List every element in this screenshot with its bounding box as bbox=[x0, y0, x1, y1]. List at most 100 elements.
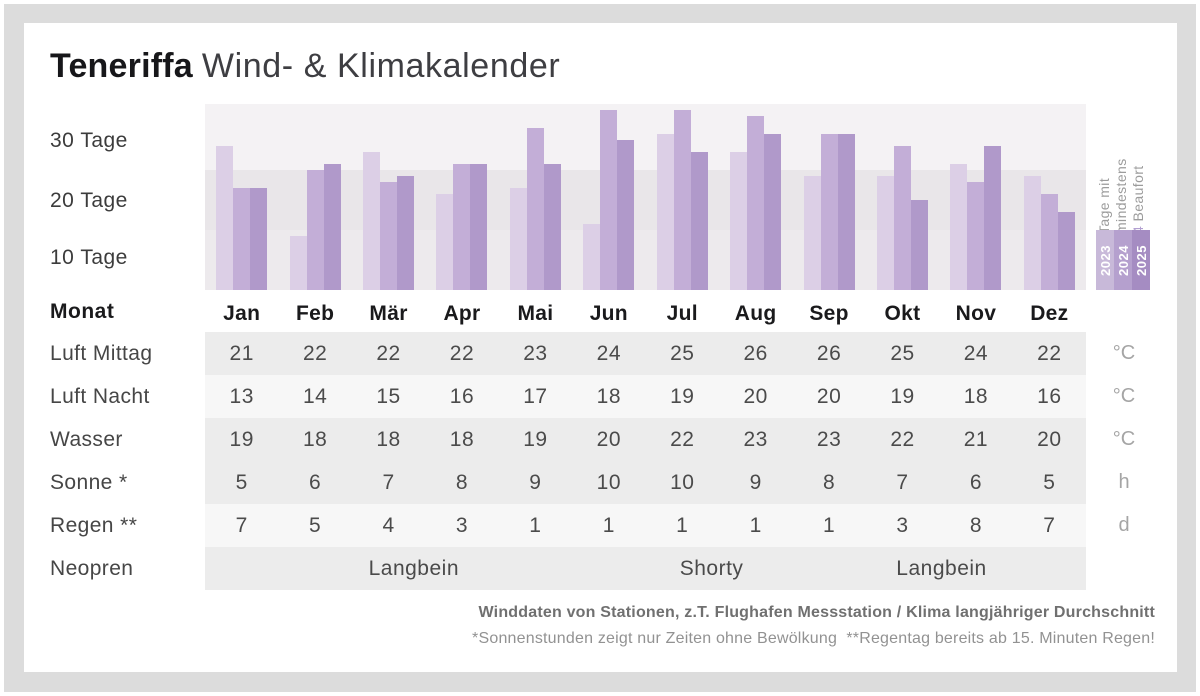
bar-group-jun bbox=[572, 110, 645, 290]
month-header-mai: Mai bbox=[517, 302, 554, 325]
month-header-dez: Dez bbox=[1030, 302, 1069, 325]
chart-band-20-30 bbox=[205, 104, 1086, 170]
chart-legend: 2023 2024 2025 bbox=[1096, 230, 1150, 290]
bar-2024-aug bbox=[747, 116, 765, 290]
row-label: Luft Nacht bbox=[50, 384, 150, 408]
month-header-feb: Feb bbox=[296, 302, 335, 325]
y-tick-30: 30 Tage bbox=[50, 129, 128, 152]
bar-2023-sep bbox=[803, 176, 821, 290]
bar-2023-mai bbox=[509, 188, 527, 290]
bar-2023-okt bbox=[877, 176, 894, 290]
cell-jan: 7 bbox=[235, 513, 248, 537]
y-axis-title-line: Tage mit bbox=[1096, 177, 1112, 234]
month-header-mär: Mär bbox=[369, 302, 408, 325]
bar-group-mär bbox=[352, 152, 425, 290]
cell-dez: 20 bbox=[1037, 427, 1062, 451]
month-header-apr: Apr bbox=[443, 302, 481, 325]
row-label: Sonne * bbox=[50, 470, 128, 494]
row-unit: h bbox=[1118, 471, 1130, 493]
bar-2025-jun bbox=[617, 140, 635, 290]
cell-feb: 22 bbox=[302, 341, 328, 365]
cell-jan: 21 bbox=[229, 341, 254, 365]
bar-2024-okt bbox=[894, 146, 911, 290]
bar-2025-jul bbox=[690, 152, 708, 290]
cell-okt: 7 bbox=[896, 470, 909, 494]
cell-mär: 4 bbox=[382, 513, 395, 537]
row-label: Luft Mittag bbox=[50, 341, 153, 365]
cell-nov: 18 bbox=[963, 384, 989, 408]
legend-swatch-2023: 2023 bbox=[1096, 230, 1114, 290]
cell-jun: 1 bbox=[602, 513, 615, 537]
bar-2023-jan bbox=[216, 146, 234, 290]
cell-nov: 24 bbox=[963, 341, 989, 365]
bar-2024-apr bbox=[453, 164, 471, 290]
cell-nov: 6 bbox=[969, 470, 983, 494]
bar-2024-nov bbox=[967, 182, 985, 290]
page-title: Teneriffa Wind- & Klimakalender bbox=[50, 46, 560, 86]
cell-sep: 26 bbox=[816, 341, 842, 365]
cell-apr: 18 bbox=[449, 427, 475, 451]
month-header-nov: Nov bbox=[955, 302, 997, 325]
cell-feb: 18 bbox=[302, 427, 328, 451]
cell-nov: 8 bbox=[969, 513, 983, 537]
cell-jan: 19 bbox=[229, 427, 254, 451]
y-tick-10: 10 Tage bbox=[50, 246, 128, 269]
month-header-jan: Jan bbox=[223, 302, 261, 325]
cell-apr: 8 bbox=[455, 470, 469, 494]
row-label: Neopren bbox=[50, 556, 134, 580]
row-unit: °C bbox=[1112, 428, 1136, 450]
month-header-label: Monat bbox=[50, 300, 115, 323]
cell-aug: 9 bbox=[749, 470, 762, 494]
cell-jun: 24 bbox=[596, 341, 621, 365]
bar-group-okt bbox=[866, 146, 939, 290]
cell-dez: 5 bbox=[1043, 470, 1056, 494]
bar-2023-nov bbox=[950, 164, 968, 290]
bar-2024-mai bbox=[526, 128, 544, 290]
cell-okt: 25 bbox=[890, 341, 915, 365]
footer-source-line: Winddaten von Stationen, z.T. Flughafen … bbox=[478, 604, 1155, 621]
table-row-sonne-: 5 6 7 8 9 10 10 9 8 7 6 5 bbox=[205, 461, 1086, 504]
bar-2024-jan bbox=[233, 188, 251, 290]
bar-group-feb bbox=[278, 164, 351, 290]
cell-mai: 17 bbox=[523, 384, 548, 408]
cell-okt: 22 bbox=[890, 427, 915, 451]
cell-mai: 9 bbox=[529, 470, 542, 494]
cell-jul: 19 bbox=[670, 384, 695, 408]
cell-dez: 7 bbox=[1043, 513, 1056, 537]
bar-2025-dez bbox=[1057, 212, 1075, 290]
cell-jan: 5 bbox=[235, 470, 248, 494]
legend-label-2025: 2025 bbox=[1133, 244, 1149, 276]
cell-feb: 14 bbox=[302, 384, 328, 408]
legend-swatch-2025: 2025 bbox=[1132, 230, 1150, 290]
bar-2025-feb bbox=[323, 164, 341, 290]
cell-apr: 16 bbox=[449, 384, 475, 408]
month-header-jul: Jul bbox=[666, 302, 698, 325]
neopren-segment-shorty: Shorty bbox=[679, 556, 744, 580]
chart-band-10-20 bbox=[205, 170, 1086, 230]
cell-feb: 6 bbox=[309, 470, 322, 494]
bar-2025-apr bbox=[470, 164, 488, 290]
bar-2025-sep bbox=[837, 134, 855, 290]
cell-jun: 20 bbox=[596, 427, 621, 451]
table-row-luft-mittag: 21 22 22 22 23 24 25 26 26 25 24 22 bbox=[205, 332, 1086, 375]
bar-2023-dez bbox=[1023, 176, 1041, 290]
bar-group-aug bbox=[719, 116, 792, 290]
cell-sep: 8 bbox=[822, 470, 836, 494]
bar-2024-dez bbox=[1040, 194, 1058, 290]
table-row-regen-: 7 5 4 3 1 1 1 1 1 3 8 7 bbox=[205, 504, 1086, 547]
bar-group-jan bbox=[205, 146, 278, 290]
cell-apr: 3 bbox=[455, 513, 469, 537]
cell-mai: 19 bbox=[523, 427, 548, 451]
month-header-okt: Okt bbox=[884, 302, 921, 325]
cell-jul: 10 bbox=[670, 470, 695, 494]
bar-group-sep bbox=[792, 134, 865, 290]
y-axis-title-line: mindestens bbox=[1113, 158, 1129, 234]
bar-series-area bbox=[205, 104, 1086, 290]
cell-mär: 7 bbox=[382, 470, 395, 494]
row-label: Regen ** bbox=[50, 513, 138, 537]
cell-mär: 15 bbox=[376, 384, 401, 408]
legend-label-2023: 2023 bbox=[1097, 244, 1113, 276]
cell-okt: 19 bbox=[890, 384, 915, 408]
wind-days-chart bbox=[205, 104, 1086, 290]
bar-2024-mär bbox=[380, 182, 398, 290]
